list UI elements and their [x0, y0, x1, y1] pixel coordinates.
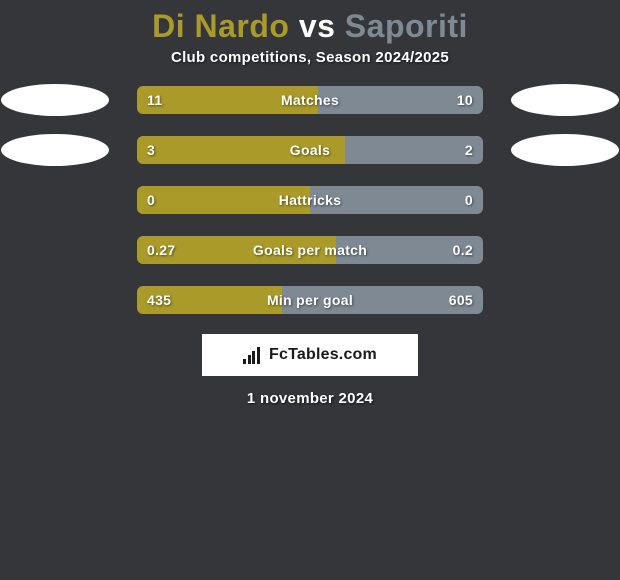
- player-right-ellipse: [511, 134, 619, 166]
- stat-value-left: 0.27: [137, 242, 185, 258]
- stat-value-right: 2: [455, 142, 483, 158]
- stat-value-left: 3: [137, 142, 165, 158]
- stats-list: 11 10 Matches 3 2 Goals 0 0 Hattricks 0.27 0.2 Goal…: [0, 84, 620, 316]
- stat-row: 435 605 Min per goal: [0, 284, 620, 316]
- player-left-ellipse: [1, 84, 109, 116]
- stat-bar: 0.27 0.2 Goals per match: [137, 236, 483, 264]
- player-left-ellipse: [1, 134, 109, 166]
- stat-bar: 435 605 Min per goal: [137, 286, 483, 314]
- stat-bar: 0 0 Hattricks: [137, 186, 483, 214]
- stat-label: Min per goal: [267, 292, 353, 308]
- stat-value-right: 10: [447, 92, 483, 108]
- stat-value-left: 435: [137, 292, 181, 308]
- footer-date: 1 november 2024: [0, 376, 620, 407]
- stat-value-right: 0.2: [443, 242, 483, 258]
- stat-label: Goals per match: [253, 242, 367, 258]
- stat-value-left: 0: [137, 192, 165, 208]
- title-vs: vs: [289, 8, 344, 44]
- title-player-right: Saporiti: [345, 8, 468, 44]
- stat-bar-left: 435: [137, 286, 282, 314]
- branding-box: FcTables.com: [202, 334, 418, 376]
- stat-value-right: 605: [439, 292, 483, 308]
- stat-bar-right: 10: [318, 86, 483, 114]
- stat-bar-right: 2: [345, 136, 483, 164]
- stat-label: Goals: [290, 142, 330, 158]
- stat-label: Hattricks: [279, 192, 342, 208]
- stat-bar: 3 2 Goals: [137, 136, 483, 164]
- branding-text: FcTables.com: [269, 346, 377, 364]
- page-title: Di Nardo vs Saporiti: [0, 0, 620, 49]
- stat-row: 3 2 Goals: [0, 134, 620, 166]
- stat-value-right: 0: [455, 192, 483, 208]
- bar-chart-icon: [243, 346, 263, 364]
- subtitle: Club competitions, Season 2024/2025: [0, 49, 620, 84]
- stat-value-left: 11: [137, 92, 172, 108]
- stat-row: 0.27 0.2 Goals per match: [0, 234, 620, 266]
- player-right-ellipse: [511, 84, 619, 116]
- stat-label: Matches: [281, 92, 339, 108]
- comparison-widget: Di Nardo vs Saporiti Club competitions, …: [0, 0, 620, 407]
- stat-row: 0 0 Hattricks: [0, 184, 620, 216]
- title-player-left: Di Nardo: [152, 8, 289, 44]
- stat-bar: 11 10 Matches: [137, 86, 483, 114]
- stat-row: 11 10 Matches: [0, 84, 620, 116]
